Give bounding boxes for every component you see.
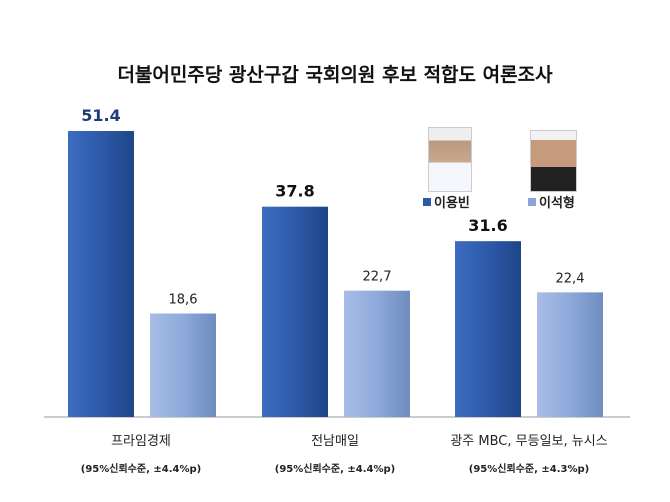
data-label: 37.8 bbox=[275, 182, 314, 201]
legend-label: 이용빈 bbox=[434, 196, 470, 211]
data-label: 31.6 bbox=[468, 216, 507, 235]
category-label: 전남매일 bbox=[311, 434, 359, 449]
data-label: 51.4 bbox=[81, 106, 120, 125]
bar bbox=[537, 292, 603, 417]
margin-note: (95%신뢰수준, ±4.4%p) bbox=[80, 464, 202, 475]
legend-item-1: 이용빈 bbox=[423, 192, 470, 211]
legend-item-2: 이석형 bbox=[528, 192, 575, 211]
bar bbox=[455, 241, 521, 417]
bar bbox=[150, 313, 216, 417]
margin-note: (95%신뢰수준, ±4.4%p) bbox=[274, 464, 396, 475]
margin-note: (95%신뢰수준, ±4.3%p) bbox=[468, 464, 590, 475]
candidate-photo-2 bbox=[530, 130, 577, 192]
chart-title: 더불어민주당 광산구갑 국회의원 후보 적합도 여론조사 bbox=[117, 64, 553, 86]
legend-label: 이석형 bbox=[539, 196, 575, 211]
data-label: 18,6 bbox=[169, 293, 198, 308]
candidate-photo-1 bbox=[428, 127, 472, 192]
bar bbox=[262, 206, 328, 417]
data-label: 22,4 bbox=[556, 271, 585, 286]
legend-swatch bbox=[528, 197, 536, 206]
legend-swatch bbox=[423, 197, 431, 206]
bar bbox=[68, 131, 134, 417]
category-label: 프라임경제 bbox=[111, 434, 171, 449]
bar bbox=[344, 290, 410, 417]
category-label: 광주 MBC, 무등일보, 뉴시스 bbox=[450, 434, 608, 449]
data-label: 22,7 bbox=[363, 270, 392, 285]
